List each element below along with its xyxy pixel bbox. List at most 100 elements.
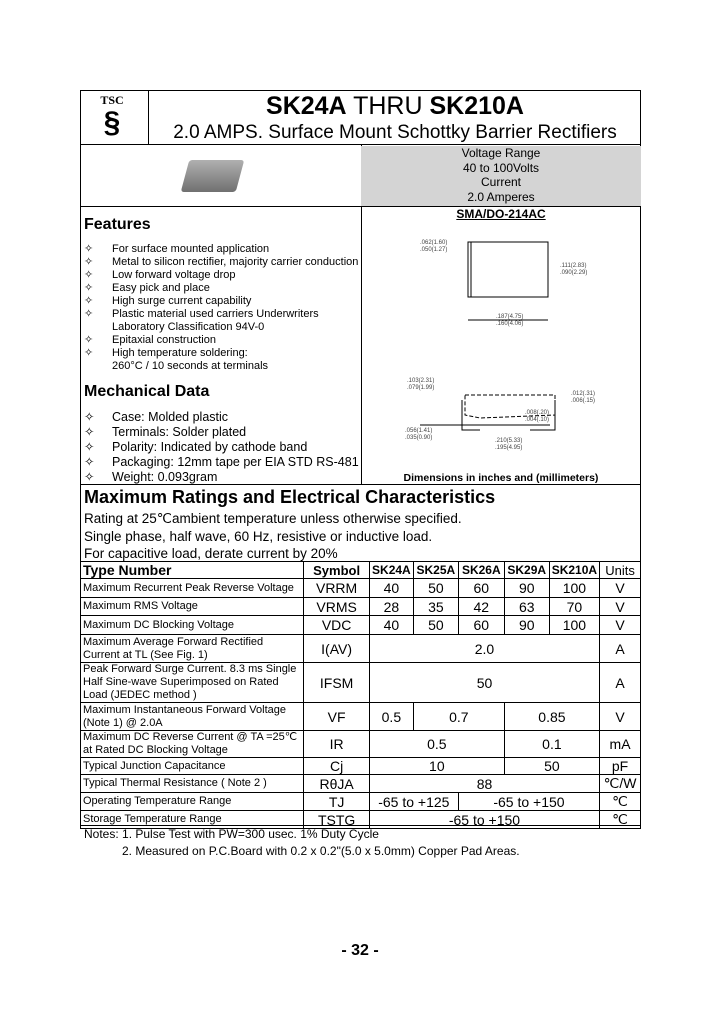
symbol: TSTG [303, 810, 370, 829]
symbol: RθJA [303, 774, 370, 793]
value-cell: 50 [368, 662, 601, 703]
unit: ℃ [599, 810, 641, 829]
unit: V [599, 578, 641, 598]
value-cell: 50 [412, 578, 459, 598]
parameter: Maximum RMS Voltage [79, 597, 305, 616]
column-header: SK210A [548, 561, 601, 579]
bullet-icon: ✧ [84, 455, 95, 469]
unit: pF [599, 757, 641, 775]
value-cell: 90 [503, 578, 550, 598]
symbol: I(AV) [303, 634, 370, 663]
table-row: Operating Temperature Range TJ -65 to +125… [79, 792, 641, 811]
value-cell: 100 [548, 578, 601, 598]
package-drawing [420, 241, 556, 431]
unit: mA [599, 730, 641, 758]
feature-item: ✧ High temperature soldering: [84, 347, 248, 359]
table-row: Maximum RMS Voltage VRMS 28 35 42 63 70 V [79, 597, 641, 616]
table-row: Typical Thermal Resistance ( Note 2 ) RθJ… [79, 774, 641, 793]
bullet-icon: ✧ [84, 308, 94, 320]
symbol: VRMS [303, 597, 370, 616]
symbol: Cj [303, 757, 370, 775]
feature-item: ✧ For surface mounted application [84, 243, 270, 255]
bullet-icon: ✧ [84, 440, 95, 454]
value-cell: 0.5 [368, 730, 505, 758]
value-cell: 63 [503, 597, 550, 616]
column-header: Units [599, 561, 641, 579]
mechanical-item: ✧ Polarity: Indicated by cathode band [84, 440, 308, 454]
mechanical-item: ✧ Packaging: 12mm tape per EIA STD RS-481 [84, 455, 359, 469]
page-title: SK24A THRU SK210A [266, 92, 524, 120]
parameter: Maximum DC Blocking Voltage [79, 615, 305, 635]
bullet-icon: ✧ [84, 243, 94, 255]
bullet-icon: ✧ [84, 470, 95, 484]
value-cell: 40 [368, 615, 414, 635]
value-cell: 0.7 [412, 702, 505, 731]
unit: ℃ [599, 792, 641, 811]
value-cell: 100 [548, 615, 601, 635]
parameter: Maximum Recurrent Peak Reverse Voltage [79, 578, 305, 598]
table-row: Maximum DC Reverse Current @ TA =25℃ at … [79, 730, 641, 758]
value-cell: 50 [503, 757, 601, 775]
feature-item: ✧ High surge current capability [84, 295, 252, 307]
symbol: TJ [303, 792, 370, 811]
table-row: Maximum Average Forward Rectified Curren… [79, 634, 641, 663]
features-heading: Features [84, 216, 151, 233]
feature-item: ✧ Epitaxial construction [84, 334, 216, 346]
subtitle: 2.0 AMPS. Surface Mount Schottky Barrier… [173, 122, 617, 143]
symbol: VF [303, 702, 370, 731]
value-cell: 50 [412, 615, 459, 635]
value-cell: 0.5 [368, 702, 414, 731]
value-cell: 0.1 [503, 730, 601, 758]
ratings-heading: Maximum Ratings and Electrical Character… [84, 487, 496, 507]
symbol: IR [303, 730, 370, 758]
bullet-icon: ✧ [84, 334, 94, 346]
feature-item: Laboratory Classification 94V-0 [112, 321, 265, 333]
column-header: SK25A [412, 561, 459, 579]
feature-item: ✧ Plastic material used carriers Underwri… [84, 308, 319, 320]
note-1: Notes: 1. Pulse Test with PW=300 usec. 1… [84, 827, 379, 841]
column-header: SK24A [368, 561, 414, 579]
parameter: Peak Forward Surge Current. 8.3 ms Singl… [79, 662, 305, 703]
value-cell: 10 [368, 757, 505, 775]
bullet-icon: ✧ [84, 410, 95, 424]
table-row: Peak Forward Surge Current. 8.3 ms Singl… [79, 662, 641, 703]
bullet-icon: ✧ [84, 282, 94, 294]
feature-item: 260°C / 10 seconds at terminals [112, 360, 269, 372]
value-cell: -65 to +150 [368, 810, 601, 829]
table-row: Maximum Instantaneous Forward Voltage (N… [79, 702, 641, 731]
parameter: Typical Thermal Resistance ( Note 2 ) [79, 774, 305, 793]
value-cell: 40 [368, 578, 414, 598]
parameter: Operating Temperature Range [79, 792, 305, 811]
symbol: IFSM [303, 662, 370, 703]
bullet-icon: ✧ [84, 347, 94, 359]
ratings-conditions: Rating at 25℃ambient temperature unless … [84, 511, 462, 561]
value-cell: -65 to +125 [368, 792, 459, 811]
package-name: SMA/DO-214AC [456, 207, 546, 221]
page-number: - 32 - [341, 942, 379, 959]
feature-item: ✧ Easy pick and place [84, 282, 210, 294]
bullet-icon: ✧ [84, 425, 95, 439]
table-row: Storage Temperature Range TSTG -65 to +150… [79, 810, 641, 829]
value-cell: 42 [457, 597, 505, 616]
parameter: Typical Junction Capacitance [79, 757, 305, 775]
parameter: Storage Temperature Range [79, 810, 305, 829]
parameter: Maximum Average Forward Rectified Curren… [79, 634, 305, 663]
value-cell: 88 [368, 774, 601, 793]
dimensions-caption: Dimensions in inches and (millimeters) [403, 472, 599, 484]
table-row: Maximum Recurrent Peak Reverse Voltage VR… [79, 578, 641, 598]
mechanical-item: ✧ Terminals: Solder plated [84, 425, 247, 439]
value-cell: 60 [457, 578, 505, 598]
parameter: Maximum Instantaneous Forward Voltage (N… [79, 702, 305, 731]
note-2: 2. Measured on P.C.Board with 0.2 x 0.2"… [122, 844, 520, 858]
ratings-table: Type Number Symbol SK24A SK25A SK26A SK29A SK2… [79, 561, 641, 829]
feature-item: ✧ Low forward voltage drop [84, 269, 236, 281]
value-cell: 0.85 [503, 702, 601, 731]
column-header: Symbol [303, 561, 370, 579]
unit: V [599, 615, 641, 635]
parameter: Maximum DC Reverse Current @ TA =25℃ at … [79, 730, 305, 758]
value-cell: 2.0 [368, 634, 601, 663]
tsc-logo: TSC § [100, 93, 124, 139]
unit: ℃/W [599, 774, 641, 793]
column-header: SK26A [457, 561, 505, 579]
